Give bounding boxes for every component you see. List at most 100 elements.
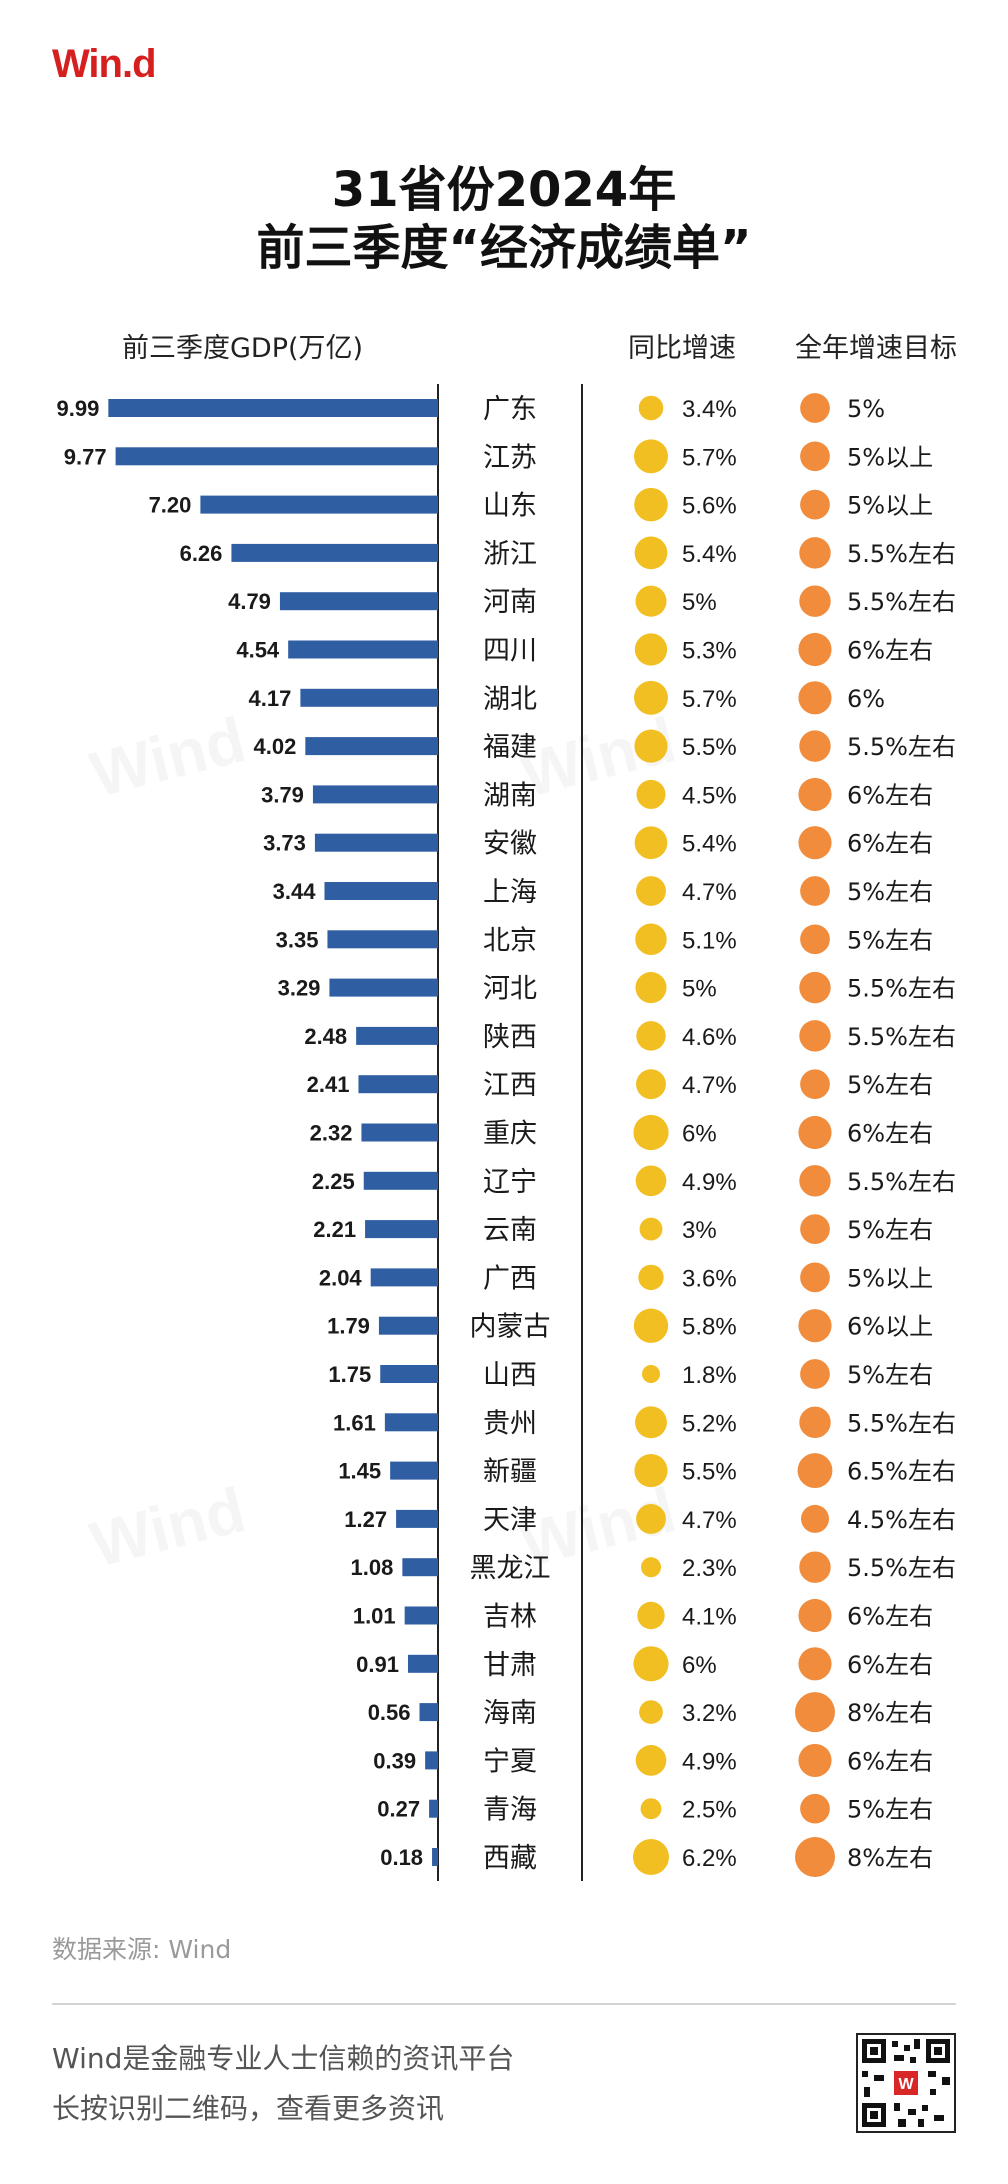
growth-dot <box>639 1700 663 1724</box>
gdp-value-label: 9.99 <box>57 396 100 421</box>
gdp-bar <box>432 1848 438 1866</box>
gdp-bar <box>390 1461 438 1480</box>
gdp-bar <box>402 1558 438 1577</box>
province-label: 重庆 <box>483 1119 537 1150</box>
province-label: 上海 <box>483 877 537 908</box>
target-value-label: 4.5%左右 <box>847 1506 956 1534</box>
growth-dot <box>639 1217 663 1241</box>
province-label: 广东 <box>483 394 537 425</box>
gdp-bar <box>327 930 438 949</box>
province-label: 贵州 <box>483 1408 537 1439</box>
gdp-bar <box>288 640 438 659</box>
gdp-bar <box>365 1220 438 1239</box>
target-value-label: 5.5%左右 <box>847 975 956 1003</box>
growth-column-header: 同比增速 <box>628 333 736 364</box>
gdp-value-label: 4.79 <box>228 589 271 614</box>
chart-title-line1: 31省份2024年 <box>331 162 677 218</box>
gdp-value-label: 7.20 <box>149 493 192 518</box>
footer-tagline: Wind是金融专业人士信赖的资讯平台 <box>52 2042 515 2075</box>
province-label: 浙江 <box>483 539 537 570</box>
growth-value-label: 4.6% <box>682 1024 737 1051</box>
province-label: 黑龙江 <box>470 1553 551 1584</box>
gdp-bar <box>108 399 438 417</box>
target-value-label: 5.5%左右 <box>847 1168 956 1196</box>
growth-value-label: 2.5% <box>682 1797 737 1824</box>
growth-value-label: 1.8% <box>682 1362 737 1389</box>
target-dot <box>799 1551 831 1583</box>
gdp-bar <box>305 737 438 756</box>
target-dot <box>798 777 832 811</box>
target-dot <box>800 1793 830 1824</box>
gdp-bar <box>404 1606 438 1625</box>
gdp-bar <box>324 882 438 900</box>
province-label: 内蒙古 <box>470 1312 551 1343</box>
province-label: 北京 <box>483 925 537 956</box>
growth-value-label: 5.1% <box>682 927 737 954</box>
growth-value-label: 3.6% <box>682 1265 737 1292</box>
target-value-label: 8%左右 <box>847 1699 933 1727</box>
target-value-label: 5% <box>847 395 885 423</box>
growth-dot <box>636 779 666 809</box>
growth-dot <box>633 1308 669 1343</box>
province-label: 福建 <box>483 732 537 763</box>
target-dot <box>800 441 830 472</box>
growth-dot <box>633 1839 669 1875</box>
target-value-label: 6% <box>847 685 885 713</box>
gdp-value-label: 1.61 <box>333 1410 376 1435</box>
target-dot <box>799 1020 831 1052</box>
growth-value-label: 5% <box>682 976 717 1003</box>
target-dot <box>800 1214 830 1244</box>
growth-value-label: 5.8% <box>682 1314 737 1341</box>
growth-value-label: 5.5% <box>682 1459 737 1486</box>
province-label: 海南 <box>483 1698 537 1729</box>
gdp-bar <box>378 1316 438 1335</box>
wind-logo: Win.d <box>52 42 156 86</box>
target-dot <box>799 971 831 1004</box>
qr-code-icon[interactable]: W <box>856 2033 956 2133</box>
target-column-header: 全年增速目标 <box>795 333 957 364</box>
target-value-label: 8%左右 <box>847 1844 933 1872</box>
gdp-value-label: 3.29 <box>278 976 321 1001</box>
target-dot <box>800 1359 830 1389</box>
target-dot <box>800 876 830 906</box>
province-label: 江西 <box>483 1070 537 1101</box>
province-label: 西藏 <box>483 1843 537 1874</box>
target-value-label: 5.5%左右 <box>847 1023 956 1051</box>
growth-value-label: 5.3% <box>682 638 737 665</box>
target-value-label: 6%以上 <box>847 1313 933 1341</box>
target-value-label: 6.5%左右 <box>847 1458 956 1486</box>
province-label: 云南 <box>483 1215 537 1246</box>
growth-value-label: 3.4% <box>682 396 737 423</box>
gdp-bar <box>361 1123 438 1142</box>
gdp-bar <box>419 1703 438 1722</box>
target-value-label: 5.5%左右 <box>847 588 956 616</box>
province-label: 新疆 <box>483 1457 537 1488</box>
gdp-value-label: 1.75 <box>328 1362 371 1387</box>
target-dot <box>798 826 832 860</box>
target-dot <box>798 632 832 667</box>
target-value-label: 5.5%左右 <box>847 733 956 761</box>
growth-dot <box>634 439 668 474</box>
gdp-value-label: 9.77 <box>64 444 107 469</box>
gdp-bar <box>356 1026 438 1045</box>
target-dot <box>800 1069 830 1100</box>
province-label: 陕西 <box>483 1022 537 1053</box>
growth-value-label: 6.2% <box>682 1845 737 1872</box>
growth-dot <box>637 1601 665 1630</box>
target-value-label: 5%以上 <box>847 492 933 520</box>
province-label: 湖南 <box>483 780 537 811</box>
gdp-value-label: 6.26 <box>180 541 223 566</box>
target-value-label: 5%左右 <box>847 1361 933 1389</box>
growth-value-label: 5.4% <box>682 831 737 858</box>
target-dot <box>801 1504 829 1533</box>
province-label: 湖北 <box>483 684 537 715</box>
target-value-label: 5%左右 <box>847 1796 933 1824</box>
province-label: 青海 <box>483 1795 537 1826</box>
gdp-value-label: 0.91 <box>356 1652 399 1677</box>
growth-dot <box>635 1406 667 1439</box>
growth-dot <box>634 487 668 522</box>
gdp-value-label: 1.27 <box>344 1507 387 1532</box>
growth-dot <box>633 1114 669 1151</box>
growth-value-label: 5.2% <box>682 1410 737 1437</box>
gdp-bar <box>396 1509 438 1528</box>
